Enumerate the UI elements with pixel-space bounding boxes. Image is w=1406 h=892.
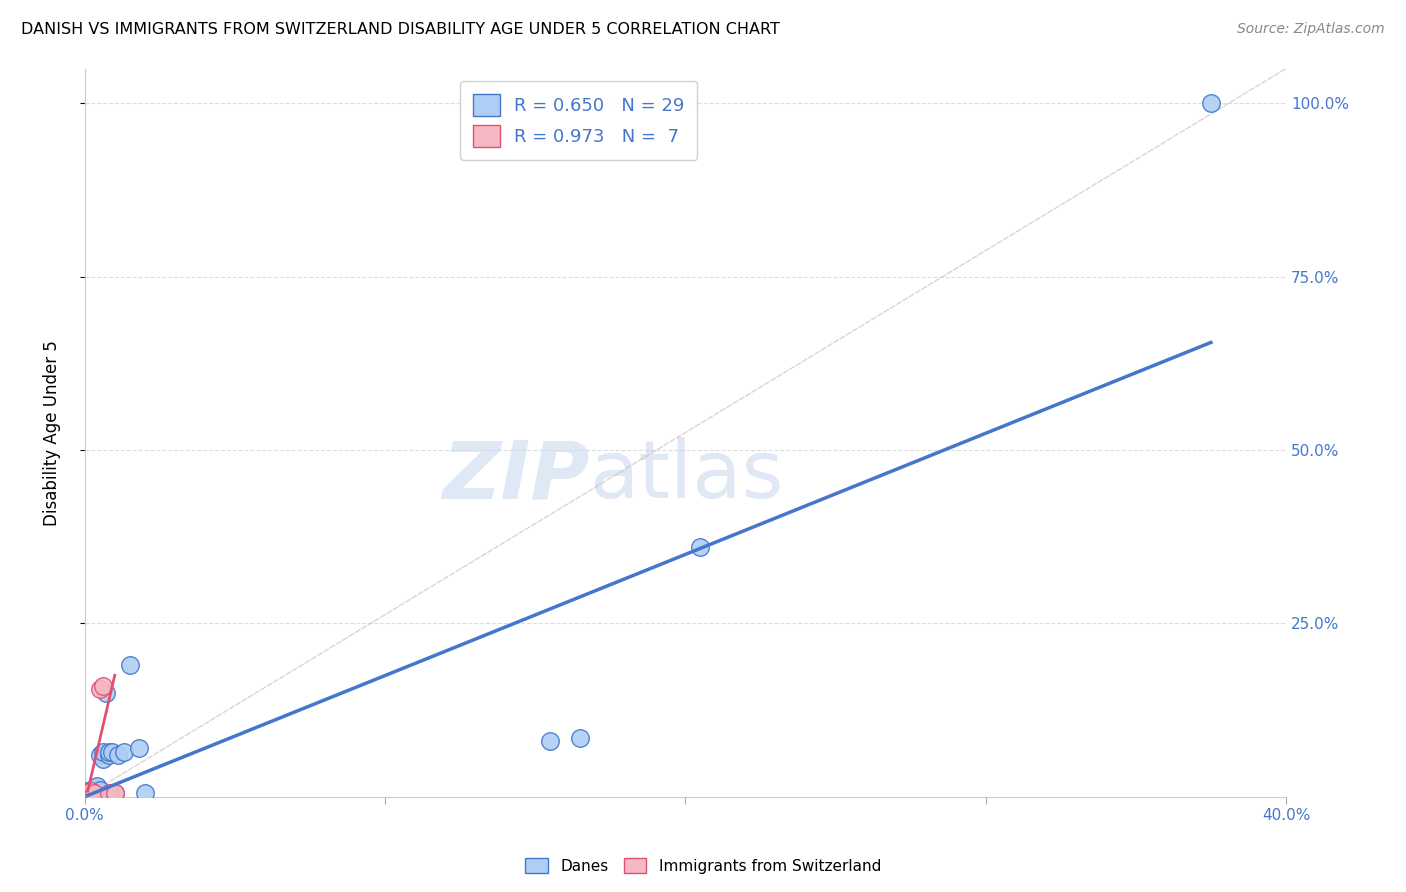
Text: atlas: atlas bbox=[589, 437, 783, 516]
Point bbox=[104, 786, 127, 800]
Point bbox=[76, 786, 98, 800]
Point bbox=[80, 784, 103, 798]
Point bbox=[76, 784, 98, 798]
Point bbox=[689, 540, 711, 554]
Point bbox=[86, 781, 108, 796]
Point bbox=[538, 734, 561, 748]
Point bbox=[118, 657, 141, 672]
Point bbox=[1199, 96, 1222, 111]
Point bbox=[569, 731, 592, 745]
Point bbox=[83, 786, 105, 800]
Point bbox=[91, 751, 114, 765]
Point bbox=[83, 786, 105, 800]
Point bbox=[76, 786, 98, 800]
Point bbox=[89, 747, 111, 762]
Point bbox=[80, 785, 103, 799]
Legend: R = 0.650   N = 29, R = 0.973   N =  7: R = 0.650 N = 29, R = 0.973 N = 7 bbox=[460, 81, 697, 160]
Point bbox=[89, 682, 111, 697]
Point bbox=[91, 745, 114, 759]
Point bbox=[100, 745, 122, 759]
Point bbox=[112, 745, 135, 759]
Point bbox=[104, 786, 127, 800]
Point bbox=[86, 779, 108, 793]
Point bbox=[89, 786, 111, 800]
Point bbox=[91, 679, 114, 693]
Point bbox=[89, 782, 111, 797]
Y-axis label: Disability Age Under 5: Disability Age Under 5 bbox=[44, 340, 60, 525]
Point bbox=[134, 786, 156, 800]
Point bbox=[94, 686, 117, 700]
Text: DANISH VS IMMIGRANTS FROM SWITZERLAND DISABILITY AGE UNDER 5 CORRELATION CHART: DANISH VS IMMIGRANTS FROM SWITZERLAND DI… bbox=[21, 22, 780, 37]
Point bbox=[97, 786, 120, 800]
Point bbox=[128, 741, 150, 756]
Point bbox=[80, 784, 103, 798]
Point bbox=[97, 745, 120, 759]
Point bbox=[83, 782, 105, 797]
Text: Source: ZipAtlas.com: Source: ZipAtlas.com bbox=[1237, 22, 1385, 37]
Point bbox=[76, 785, 98, 799]
Point bbox=[80, 782, 103, 797]
Point bbox=[107, 747, 129, 762]
Text: ZIP: ZIP bbox=[441, 437, 589, 516]
Point bbox=[97, 747, 120, 762]
Legend: Danes, Immigrants from Switzerland: Danes, Immigrants from Switzerland bbox=[519, 852, 887, 880]
